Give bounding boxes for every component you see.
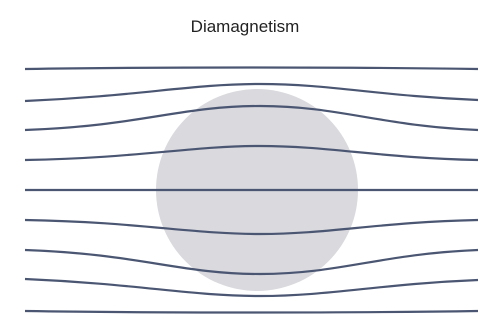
diagram: Diamagnetism	[0, 0, 481, 317]
page: Diamagnetism (() => { const data = JSON.…	[0, 0, 481, 317]
field-line	[25, 68, 478, 70]
field-line	[25, 311, 478, 313]
title: Diamagnetism	[191, 17, 300, 36]
